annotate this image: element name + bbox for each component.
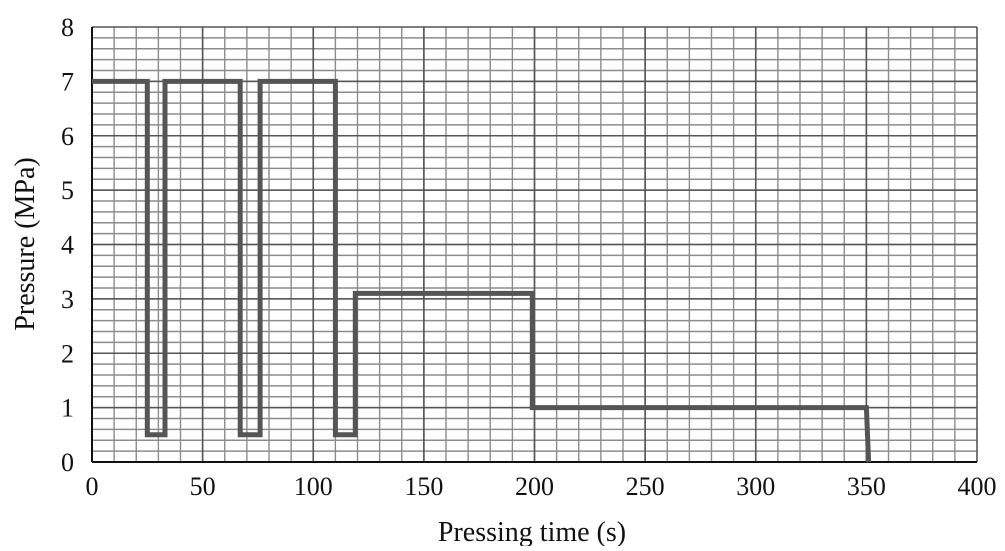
y-tick-label: 1	[61, 394, 74, 423]
x-tick-label: 150	[404, 472, 443, 501]
series-line	[92, 81, 869, 462]
y-tick-label: 5	[61, 176, 74, 205]
y-tick-label: 3	[61, 285, 74, 314]
y-tick-label: 6	[61, 122, 74, 151]
x-tick-labels: 0 50 100 150 200 250 300 350 400	[86, 472, 997, 501]
x-tick-label: 0	[86, 472, 99, 501]
y-tick-label: 0	[61, 448, 74, 477]
x-tick-label: 200	[515, 472, 554, 501]
x-tick-label: 250	[626, 472, 665, 501]
series-layer	[92, 81, 869, 462]
y-axis-label: Pressure (MPa)	[10, 157, 41, 330]
x-tick-label: 50	[190, 472, 216, 501]
x-tick-label: 400	[958, 472, 997, 501]
x-tick-label: 300	[736, 472, 775, 501]
y-tick-label: 8	[61, 13, 74, 42]
x-tick-label: 350	[847, 472, 886, 501]
x-axis-label: Pressing time (s)	[438, 517, 626, 546]
y-tick-label: 7	[61, 67, 74, 96]
y-tick-labels: 0 1 2 3 4 5 6 7 8	[61, 13, 74, 477]
x-tick-label: 100	[294, 472, 333, 501]
y-tick-label: 2	[61, 339, 74, 368]
y-tick-label: 4	[61, 231, 74, 260]
